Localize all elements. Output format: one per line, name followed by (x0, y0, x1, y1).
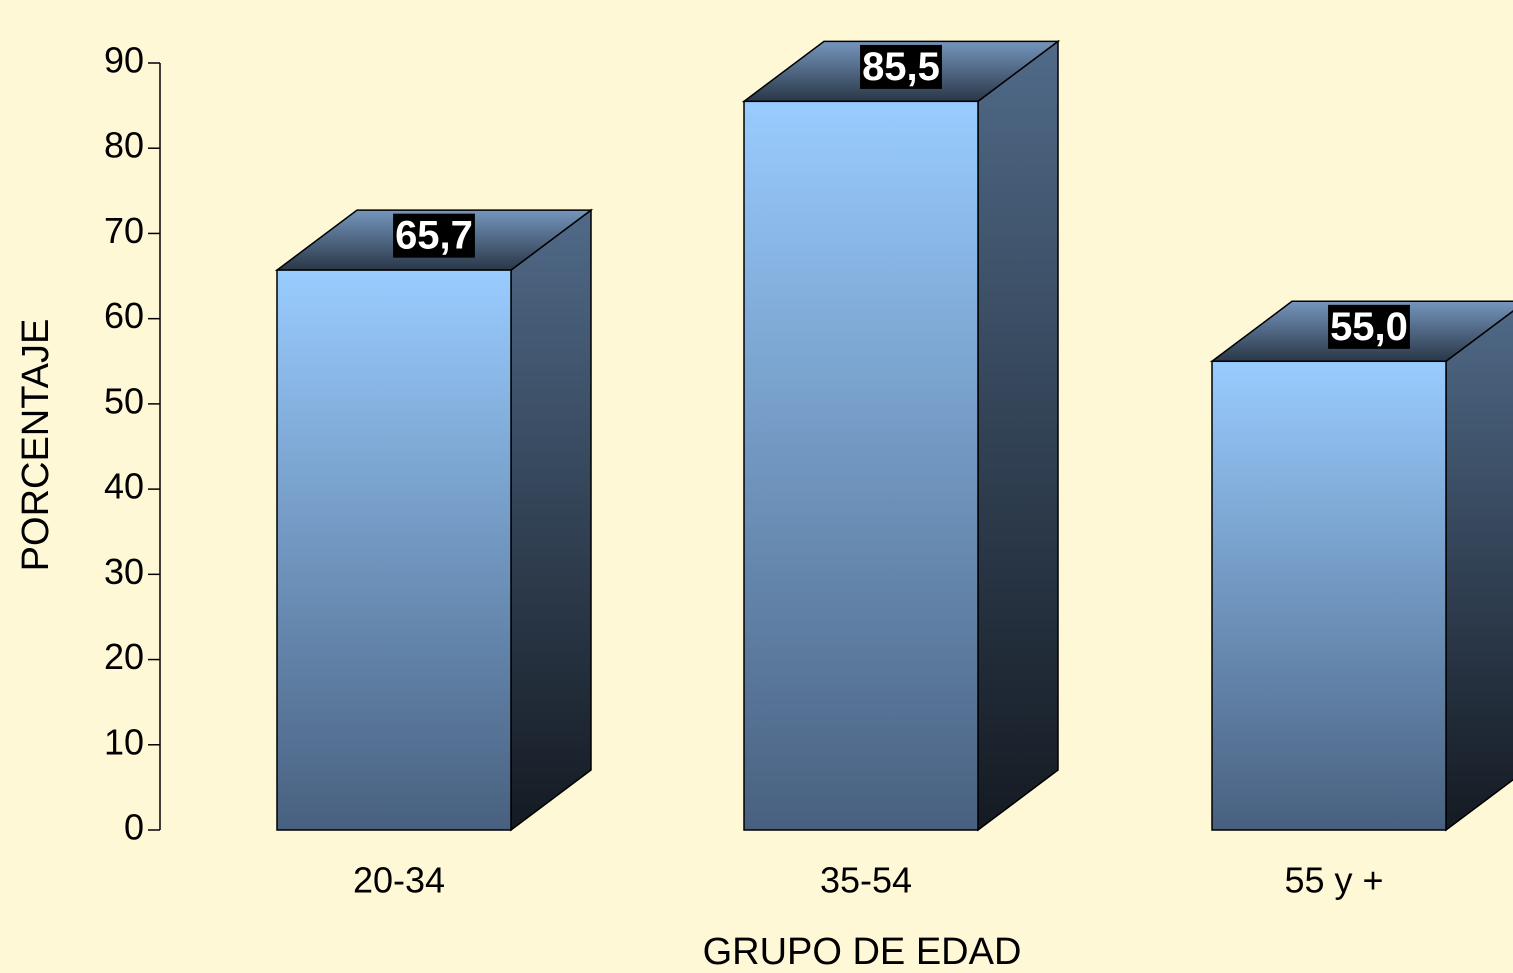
y-tick-label: 20 (104, 636, 144, 677)
y-tick-label: 30 (104, 551, 144, 592)
bar (276, 269, 512, 831)
value-label: 65,7 (395, 214, 473, 258)
bar-side (510, 208, 592, 832)
bar-side (977, 39, 1059, 832)
y-tick-label: 70 (104, 210, 144, 251)
y-tick-label: 80 (104, 125, 144, 166)
y-tick-label: 10 (104, 721, 144, 762)
value-label: 55,0 (1330, 305, 1408, 349)
value-label-bg (1328, 304, 1410, 349)
bar-side (1445, 310, 1513, 832)
x-tick-label: 20-34 (353, 860, 445, 901)
value-label-bg (860, 44, 942, 89)
x-tick-label: 55 y + (1284, 860, 1383, 901)
x-axis-title: GRUPO DE EDAD (703, 931, 1022, 973)
y-axis-title: PORCENTAJE (15, 319, 57, 572)
y-tick-label: 40 (104, 466, 144, 507)
y-tick-label: 0 (124, 807, 144, 848)
x-tick-label: 35-54 (820, 860, 912, 901)
bar (743, 100, 979, 831)
value-label-bg (393, 213, 475, 258)
bar (1211, 360, 1447, 831)
y-tick-label: 50 (104, 380, 144, 421)
value-label: 85,5 (862, 45, 940, 89)
y-tick-label: 90 (104, 40, 144, 81)
y-tick-label: 60 (104, 295, 144, 336)
